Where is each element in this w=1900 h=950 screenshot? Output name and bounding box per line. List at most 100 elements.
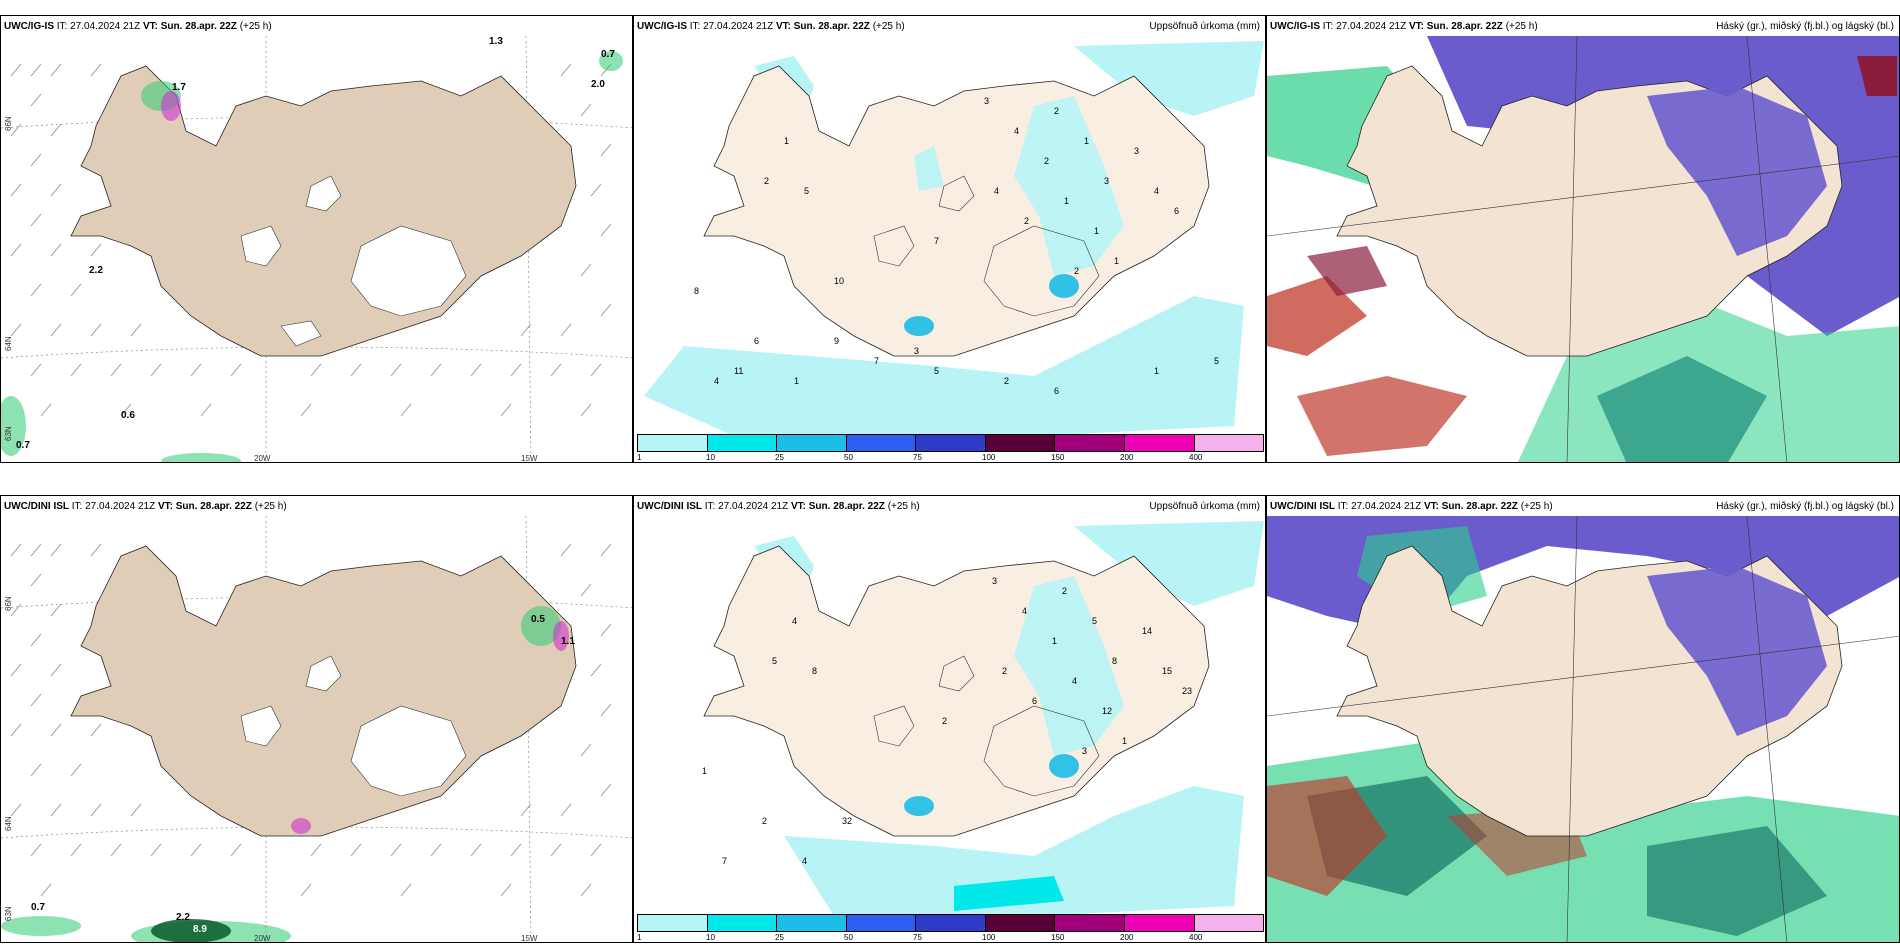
glaciers [240,175,467,347]
colorbar-tick: 25 [775,453,784,462]
precip-value: 6 [1054,386,1060,396]
precip-value: 4 [802,856,808,866]
precip-colorbar [637,914,1264,932]
colorbar-tick: 400 [1189,933,1203,942]
colorbar-tick: 10 [706,453,715,462]
colorbar-swatch [985,435,1056,451]
lon-label: 20W [254,934,271,943]
colorbar-swatch [707,915,778,931]
wind-value: 2.0 [591,79,605,90]
colorbar-swatch [1055,915,1125,931]
precip-title: Uppsöfnuð úrkoma (mm) [1149,21,1260,32]
precip-value: 2 [764,176,770,186]
lat-label: 64N [4,336,13,351]
precip-value: 1 [1084,136,1090,146]
precip-value: 7 [934,236,940,246]
precip-value: 5 [1214,356,1220,366]
precip-value: 3 [984,96,990,106]
precip-value: 3 [1134,146,1140,156]
precip-value: 4 [994,186,1000,196]
colorbar-swatch [1124,915,1195,931]
colorbar-tick: 50 [844,453,853,462]
cloud-title: Háský (gr.), miðský (fj.bl.) og lágský (… [1716,21,1894,32]
wind-value: 0.7 [601,49,615,60]
lat-label: 66N [4,116,13,131]
colorbar-swatch [846,915,917,931]
precip-value: 4 [714,376,720,386]
wind-panel-top: UWC/IG-IS IT: 27.04.2024 21Z VT: Sun. 28… [0,15,633,463]
colorbar-swatch [916,435,986,451]
wind-map [1,36,632,462]
precip-value: 12 [1102,706,1113,716]
cloud-map [1267,36,1899,462]
colorbar-swatch [638,915,708,931]
precip-value: 5 [804,186,810,196]
colorbar-tick: 150 [1051,933,1065,942]
cloud-title: Háský (gr.), miðský (fj.bl.) og lágský (… [1716,501,1894,512]
wind-value: 0.7 [31,902,45,913]
precip-value: 2 [1002,666,1008,676]
wind-value: 1.1 [561,636,575,647]
precip-value: 15 [1162,666,1173,676]
wind-barbs [10,63,612,417]
iceland-land [703,65,1210,357]
colorbar-tick: 200 [1120,453,1134,462]
colorbar-swatch [1124,435,1195,451]
precip-panel-bottom: UWC/DINI ISL IT: 27.04.2024 21Z VT: Sun.… [633,495,1266,943]
colorbar-swatch [1055,435,1125,451]
colorbar-tick: 1 [637,933,642,942]
precip-value: 6 [1174,206,1180,216]
precip-value: 2 [1054,106,1060,116]
panel-header: UWC/IG-IS IT: 27.04.2024 21Z VT: Sun. 28… [4,21,272,32]
precip-value: 32 [842,816,853,826]
precip-value: 1 [1154,366,1160,376]
precip-value: 5 [1092,616,1098,626]
precip-map [703,521,1264,916]
lon-label: 20W [254,454,271,463]
cloud-map [1267,516,1899,942]
precip-value: 1 [702,766,708,776]
precip-value: 3 [992,576,998,586]
colorbar-tick: 150 [1051,453,1065,462]
colorbar-swatch [777,915,847,931]
colorbar-swatch [1194,915,1264,931]
precip-value: 1 [784,136,790,146]
wind-value: 0.6 [121,410,135,421]
lat-label: 63N [4,426,13,441]
precip-value: 9 [834,336,840,346]
precip-value: 6 [754,336,760,346]
precip-value: 1 [1114,256,1120,266]
panel-header: UWC/DINI ISL IT: 27.04.2024 21Z VT: Sun.… [637,501,920,512]
colorbar-swatch [985,915,1056,931]
lat-label: 63N [4,906,13,921]
wind-value: 1.3 [489,36,503,47]
wind-value: 0.5 [531,614,545,625]
precip-value: 2 [1074,266,1080,276]
precip-value: 6 [1032,696,1038,706]
precip-value: 4 [1014,126,1020,136]
wind-value: 8.9 [193,924,207,935]
wind-value: 2.2 [176,912,190,923]
colorbar-swatch [707,435,778,451]
wind-map [1,516,632,942]
precip-value: 14 [1142,626,1153,636]
precip-value: 1 [794,376,800,386]
precip-value: 5 [934,366,940,376]
colorbar-tick: 75 [913,453,922,462]
colorbar-tick: 25 [775,933,784,942]
precip-title: Uppsöfnuð úrkoma (mm) [1149,501,1260,512]
panel-header: UWC/DINI ISL IT: 27.04.2024 21Z VT: Sun.… [4,501,287,512]
colorbar-tick: 200 [1120,933,1134,942]
colorbar-tick: 400 [1189,453,1203,462]
colorbar-swatch [777,435,847,451]
precip-value: 3 [1082,746,1088,756]
precip-value: 1 [1052,636,1058,646]
precip-value: 4 [1072,676,1078,686]
precip-value: 5 [772,656,778,666]
precip-value: 2 [1024,216,1030,226]
colorbar-tick: 100 [982,453,996,462]
precip-value: 11 [734,366,744,376]
wind-value: 1.7 [172,82,186,93]
lon-label: 15W [521,934,538,943]
colorbar-swatch [846,435,917,451]
